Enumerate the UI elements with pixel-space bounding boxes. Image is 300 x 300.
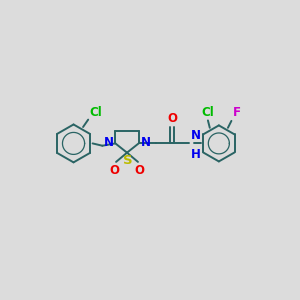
Text: N: N xyxy=(103,136,113,149)
Text: Cl: Cl xyxy=(89,106,102,119)
Text: S: S xyxy=(123,154,132,167)
Text: H: H xyxy=(191,148,201,161)
Text: F: F xyxy=(232,106,241,119)
Text: O: O xyxy=(110,164,119,177)
Text: N: N xyxy=(140,136,151,149)
Text: O: O xyxy=(167,112,177,125)
Text: O: O xyxy=(135,164,145,177)
Text: Cl: Cl xyxy=(202,106,214,119)
Text: N: N xyxy=(191,129,201,142)
